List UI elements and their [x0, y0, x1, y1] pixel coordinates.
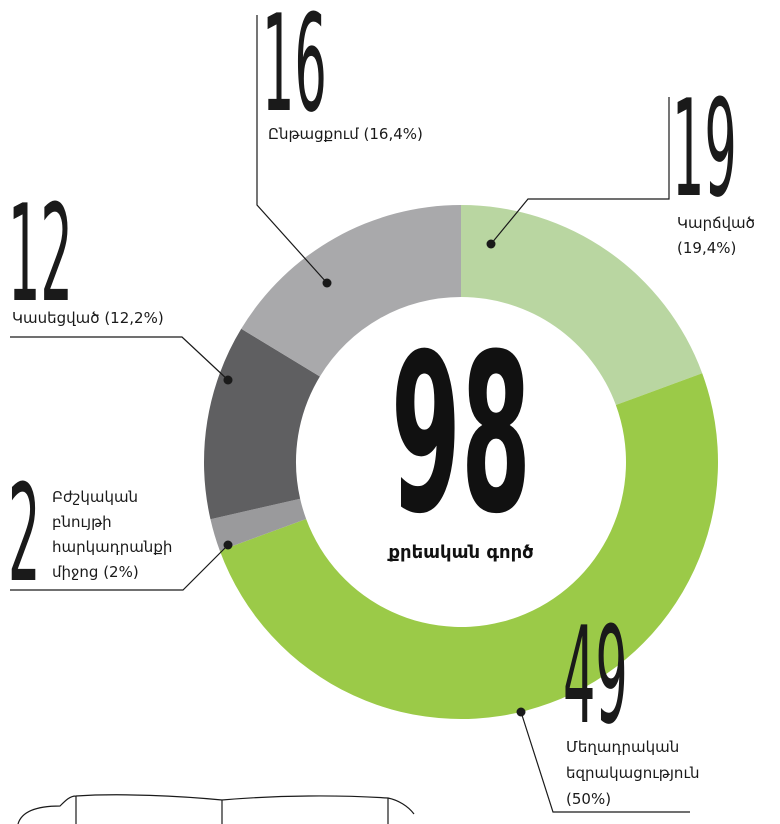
donut-segment: [241, 205, 461, 377]
leader-dot: [223, 540, 233, 550]
total-value: 98: [391, 308, 531, 562]
segment-value: 49: [563, 598, 628, 754]
segment-label: Ընթացքում (16,4%): [268, 125, 423, 143]
total-label: քրեական գործ: [386, 542, 533, 563]
leader-line: [490, 97, 670, 245]
leader-dot: [516, 707, 526, 717]
leader-dot: [486, 239, 496, 249]
donut-segment: [204, 328, 320, 520]
leader-dot: [322, 278, 332, 288]
segment-label: բնույթի: [52, 513, 112, 531]
segment-value: 19: [672, 71, 737, 227]
segment-label: Կարճված: [677, 214, 755, 232]
segment-label: հարկադրանքի: [52, 538, 172, 556]
segment-label: Մեղադրական: [566, 738, 679, 756]
segment-label: (50%): [566, 790, 611, 808]
leader-line: [10, 336, 229, 381]
segment-value: 2: [8, 456, 40, 612]
segment-label: (19,4%): [677, 239, 736, 257]
segment-label: միջոց (2%): [52, 563, 139, 581]
leader-dot: [223, 375, 233, 385]
book-sketch: [17, 794, 415, 824]
segment-label: Կասեցված (12,2%): [12, 309, 164, 327]
donut-segment: [219, 373, 719, 719]
leader-line: [256, 15, 328, 284]
segment-value: 12: [8, 176, 73, 332]
segment-label: եզրակացություն: [566, 764, 699, 782]
donut-segment: [210, 498, 307, 551]
segment-label: Բժշկական: [52, 488, 138, 506]
donut-segment: [461, 205, 703, 406]
leader-line: [10, 544, 229, 591]
leader-line: [520, 711, 690, 813]
segment-value: 16: [262, 0, 327, 142]
